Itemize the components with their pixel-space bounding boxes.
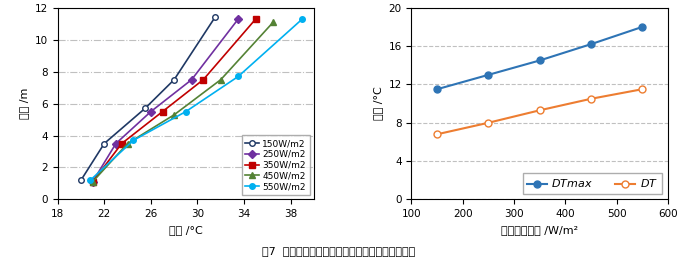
350W/m2: [89, 180, 97, 183]
$\it{DTmax}$: [433, 88, 441, 91]
Line: $\it{DTmax}$: $\it{DTmax}$: [434, 24, 645, 93]
550W/m2: [129, 139, 138, 142]
Text: 图7  室内垂直温度随室外太阳辐射强度的变化特性: 图7 室内垂直温度随室外太阳辐射强度的变化特性: [262, 246, 416, 256]
$\it{DTmax}$: [484, 73, 492, 76]
Line: 550W/m2: 550W/m2: [87, 16, 305, 183]
Line: $\it{DT}$: $\it{DT}$: [434, 86, 645, 138]
X-axis label: 太阳辐射强度 /W/m²: 太阳辐射强度 /W/m²: [501, 225, 578, 235]
Y-axis label: 高度 /m: 高度 /m: [19, 88, 29, 119]
Line: 450W/m2: 450W/m2: [89, 19, 276, 185]
$\it{DT}$: [484, 121, 492, 124]
X-axis label: 温度 /°C: 温度 /°C: [169, 225, 203, 235]
450W/m2: [217, 78, 225, 81]
450W/m2: [89, 180, 97, 183]
Legend: 150W/m2, 250W/m2, 350W/m2, 450W/m2, 550W/m2: 150W/m2, 250W/m2, 350W/m2, 450W/m2, 550W…: [241, 135, 309, 195]
350W/m2: [159, 110, 167, 113]
$\it{DTmax}$: [587, 43, 595, 46]
550W/m2: [86, 179, 94, 182]
450W/m2: [123, 142, 132, 145]
250W/m2: [89, 180, 97, 183]
250W/m2: [188, 78, 196, 81]
Line: 150W/m2: 150W/m2: [78, 15, 218, 183]
550W/m2: [182, 110, 190, 113]
250W/m2: [147, 110, 155, 113]
150W/m2: [141, 107, 149, 110]
Y-axis label: 温差 /°C: 温差 /°C: [373, 87, 383, 120]
350W/m2: [199, 78, 207, 81]
$\it{DT}$: [638, 88, 646, 91]
Legend: $\it{DTmax}$, $\it{DT}$: $\it{DTmax}$, $\it{DT}$: [523, 173, 662, 194]
$\it{DT}$: [536, 109, 544, 112]
550W/m2: [298, 17, 306, 20]
$\it{DTmax}$: [536, 59, 544, 62]
Line: 350W/m2: 350W/m2: [89, 16, 258, 185]
350W/m2: [118, 142, 126, 145]
$\it{DT}$: [587, 97, 595, 100]
$\it{DTmax}$: [638, 25, 646, 28]
250W/m2: [234, 17, 242, 20]
250W/m2: [112, 142, 120, 145]
$\it{DT}$: [433, 133, 441, 136]
150W/m2: [211, 16, 219, 19]
550W/m2: [234, 75, 242, 78]
350W/m2: [252, 17, 260, 20]
450W/m2: [269, 21, 277, 24]
150W/m2: [77, 179, 85, 182]
Line: 250W/m2: 250W/m2: [89, 16, 241, 185]
150W/m2: [100, 142, 108, 145]
150W/m2: [170, 78, 178, 81]
450W/m2: [170, 113, 178, 116]
